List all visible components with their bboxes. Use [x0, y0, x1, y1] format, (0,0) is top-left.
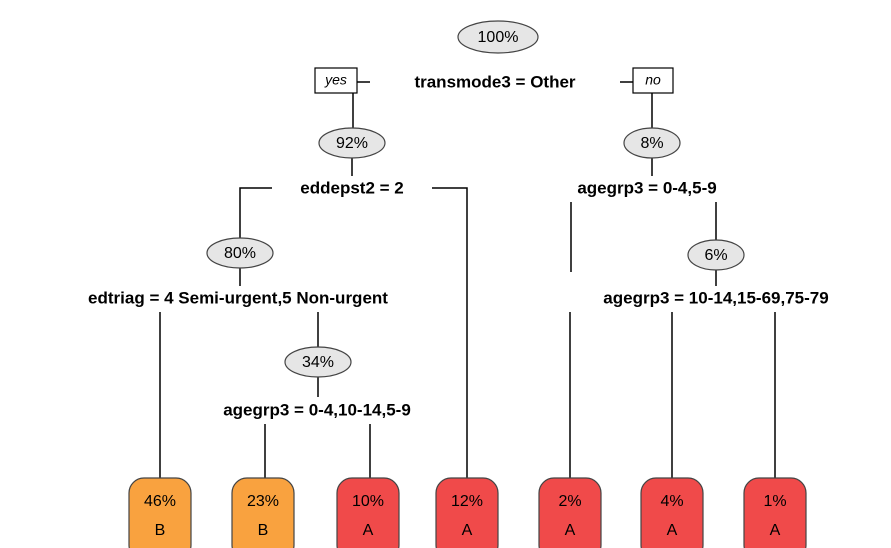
node-oval	[318, 127, 386, 159]
no-box	[632, 67, 674, 94]
leaf-class: B	[155, 522, 166, 539]
leaf-box	[743, 477, 807, 548]
nodes: 100% transmode3 = Other 92% eddepst2 = 2…	[88, 20, 829, 419]
split-label: agegrp3 = 10-14,15-69,75-79	[603, 288, 828, 307]
leaf-class: B	[258, 522, 269, 539]
leaf: 12% A	[435, 477, 499, 548]
edge	[239, 187, 468, 480]
leaf-class: A	[363, 522, 374, 539]
leaf: 23% B	[231, 477, 295, 548]
yes-box	[314, 67, 358, 94]
leaf-box	[640, 477, 704, 548]
leaf-box	[231, 477, 295, 548]
edge	[671, 312, 776, 480]
node-oval	[457, 20, 539, 54]
leaves: 46% B 23% B 10% A 12% A 2% A 4% A 1% A	[128, 477, 807, 548]
leaf-pct: 4%	[660, 493, 683, 510]
edges	[159, 81, 776, 480]
edge	[159, 312, 319, 480]
leaf-box	[128, 477, 192, 548]
leaf-class: A	[770, 522, 781, 539]
leaf-class: A	[667, 522, 678, 539]
split-label: transmode3 = Other	[414, 72, 575, 91]
node-oval	[284, 346, 352, 378]
node-pct: 6%	[704, 247, 727, 264]
leaf: 10% A	[336, 477, 400, 548]
leaf-box	[435, 477, 499, 548]
node-pct: 100%	[478, 29, 519, 46]
node-pct: 80%	[224, 245, 256, 262]
node-oval	[206, 237, 274, 269]
leaf-pct: 2%	[558, 493, 581, 510]
leaf: 4% A	[640, 477, 704, 548]
leaf-class: A	[462, 522, 473, 539]
leaf-pct: 1%	[763, 493, 786, 510]
leaf-class: A	[565, 522, 576, 539]
leaf-box	[336, 477, 400, 548]
split-label: agegrp3 = 0-4,10-14,5-9	[223, 400, 411, 419]
edge	[569, 202, 717, 480]
leaf-pct: 10%	[352, 493, 384, 510]
leaf: 2% A	[538, 477, 602, 548]
node-pct: 34%	[302, 354, 334, 371]
leaf-pct: 46%	[144, 493, 176, 510]
edge	[264, 424, 371, 480]
no-label: no	[645, 72, 661, 88]
root-branches	[352, 93, 653, 128]
yes-label: yes	[324, 72, 347, 88]
leaf: 1% A	[743, 477, 807, 548]
node-oval	[687, 239, 745, 271]
split-label: edtriag = 4 Semi-urgent,5 Non-urgent	[88, 288, 388, 307]
node-pct: 8%	[640, 135, 663, 152]
leaf: 46% B	[128, 477, 192, 548]
split-label: agegrp3 = 0-4,5-9	[577, 178, 716, 197]
node-pct: 92%	[336, 135, 368, 152]
leaf-pct: 23%	[247, 493, 279, 510]
leaf-box	[538, 477, 602, 548]
node-oval	[623, 127, 681, 159]
leaf-pct: 12%	[451, 493, 483, 510]
split-label: eddepst2 = 2	[300, 178, 403, 197]
